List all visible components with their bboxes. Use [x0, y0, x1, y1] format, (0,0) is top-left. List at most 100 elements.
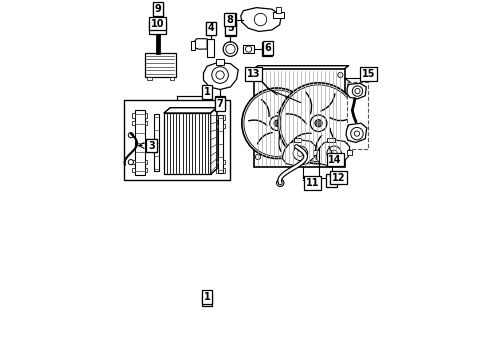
- Text: 3: 3: [148, 140, 155, 150]
- Bar: [223, 160, 225, 164]
- Bar: [216, 168, 218, 172]
- FancyArrowPatch shape: [279, 133, 281, 152]
- Bar: [347, 82, 368, 149]
- Circle shape: [315, 120, 322, 127]
- FancyArrowPatch shape: [330, 117, 352, 121]
- Polygon shape: [164, 108, 217, 113]
- Bar: [147, 77, 151, 80]
- Bar: [244, 45, 254, 53]
- Text: 5: 5: [227, 23, 234, 33]
- Bar: [216, 160, 218, 164]
- Bar: [294, 138, 301, 142]
- Text: 14: 14: [328, 154, 342, 165]
- FancyArrowPatch shape: [330, 128, 343, 146]
- Text: 1: 1: [204, 292, 211, 302]
- Bar: [223, 124, 225, 128]
- Text: 9: 9: [154, 4, 161, 14]
- Text: 12: 12: [332, 173, 345, 183]
- Bar: [170, 77, 174, 80]
- Polygon shape: [346, 123, 367, 143]
- Text: 1: 1: [204, 294, 211, 305]
- Bar: [145, 160, 147, 164]
- FancyArrowPatch shape: [321, 94, 335, 111]
- FancyArrowPatch shape: [277, 96, 286, 113]
- Bar: [314, 150, 318, 156]
- Circle shape: [338, 154, 343, 159]
- Circle shape: [255, 154, 261, 159]
- Polygon shape: [347, 83, 367, 99]
- Text: 5: 5: [227, 24, 234, 35]
- Polygon shape: [154, 114, 159, 171]
- Text: 11: 11: [306, 178, 319, 188]
- Circle shape: [128, 132, 133, 138]
- Bar: [327, 138, 335, 142]
- Bar: [145, 121, 147, 125]
- Bar: [132, 168, 134, 172]
- Circle shape: [226, 44, 235, 54]
- Bar: [216, 59, 224, 65]
- Circle shape: [223, 42, 238, 57]
- Circle shape: [128, 159, 133, 165]
- Text: 4: 4: [207, 23, 214, 33]
- Text: 9: 9: [154, 5, 161, 15]
- FancyArrowPatch shape: [306, 92, 312, 114]
- Bar: [223, 116, 225, 120]
- Bar: [145, 113, 147, 118]
- FancyArrowPatch shape: [286, 113, 304, 118]
- Text: 10: 10: [151, 22, 165, 32]
- Bar: [145, 168, 147, 172]
- Bar: [132, 113, 134, 118]
- FancyArrowPatch shape: [261, 99, 269, 116]
- Polygon shape: [211, 108, 217, 174]
- Circle shape: [242, 88, 312, 158]
- Bar: [276, 6, 281, 13]
- Circle shape: [245, 46, 252, 52]
- Bar: [216, 116, 218, 120]
- Polygon shape: [241, 8, 281, 31]
- Circle shape: [270, 116, 284, 131]
- Circle shape: [293, 143, 300, 150]
- Text: 4: 4: [207, 23, 214, 33]
- Polygon shape: [193, 39, 207, 49]
- FancyArrowPatch shape: [291, 133, 311, 143]
- Bar: [207, 39, 214, 57]
- Bar: [273, 12, 284, 18]
- Text: 3: 3: [148, 140, 155, 150]
- Bar: [223, 168, 225, 172]
- FancyArrowPatch shape: [248, 120, 267, 125]
- Text: 13: 13: [247, 69, 261, 79]
- Text: 7: 7: [217, 99, 223, 109]
- Text: 8: 8: [226, 14, 233, 24]
- Bar: [164, 113, 211, 174]
- Text: 15: 15: [362, 69, 376, 79]
- Bar: [132, 160, 134, 164]
- Polygon shape: [218, 116, 223, 172]
- Text: 1: 1: [204, 87, 211, 97]
- Circle shape: [310, 115, 327, 131]
- Text: 2: 2: [328, 175, 335, 185]
- Text: 10: 10: [151, 19, 165, 29]
- Bar: [132, 121, 134, 125]
- Bar: [254, 69, 344, 167]
- FancyArrowPatch shape: [257, 132, 272, 144]
- Text: 6: 6: [263, 44, 270, 54]
- Bar: [191, 41, 195, 50]
- Polygon shape: [282, 140, 316, 166]
- FancyArrowPatch shape: [316, 135, 322, 157]
- Circle shape: [277, 179, 284, 186]
- Bar: [347, 150, 352, 156]
- Bar: [155, 21, 161, 27]
- Circle shape: [278, 83, 359, 164]
- Bar: [154, 26, 162, 31]
- Text: 8: 8: [227, 14, 234, 24]
- Polygon shape: [316, 140, 350, 166]
- FancyArrowPatch shape: [287, 126, 302, 138]
- Circle shape: [274, 120, 280, 126]
- Polygon shape: [134, 110, 145, 175]
- Bar: [216, 124, 218, 128]
- Bar: [123, 100, 230, 180]
- Circle shape: [255, 72, 261, 78]
- Circle shape: [338, 72, 343, 78]
- Text: 7: 7: [217, 98, 223, 108]
- Polygon shape: [203, 63, 238, 90]
